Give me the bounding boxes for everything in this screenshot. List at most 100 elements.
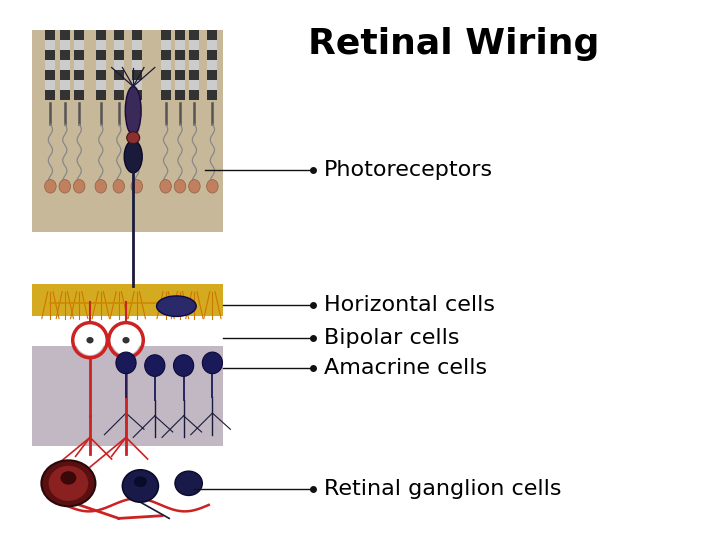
Bar xyxy=(74,90,84,100)
Bar xyxy=(60,50,70,60)
Ellipse shape xyxy=(207,179,218,193)
Text: Photoreceptors: Photoreceptors xyxy=(324,160,493,180)
Ellipse shape xyxy=(125,86,141,135)
Bar xyxy=(161,90,171,100)
Bar xyxy=(132,70,142,80)
Bar xyxy=(45,70,55,80)
Ellipse shape xyxy=(45,179,56,193)
Bar xyxy=(189,50,199,60)
Bar xyxy=(32,346,223,446)
Bar xyxy=(114,60,124,70)
Bar xyxy=(175,90,185,100)
Bar xyxy=(96,30,106,40)
Ellipse shape xyxy=(49,465,89,501)
Bar xyxy=(96,70,106,80)
Bar xyxy=(60,40,70,50)
Bar xyxy=(207,30,217,40)
Bar xyxy=(132,60,142,70)
Bar xyxy=(175,30,185,40)
Bar xyxy=(96,60,106,70)
Bar xyxy=(45,80,55,90)
Bar xyxy=(74,40,84,50)
Bar xyxy=(161,40,171,50)
Ellipse shape xyxy=(157,296,197,316)
Bar xyxy=(175,80,185,90)
Bar xyxy=(189,60,199,70)
Bar xyxy=(45,60,55,70)
Ellipse shape xyxy=(59,179,71,193)
Bar xyxy=(189,90,199,100)
Ellipse shape xyxy=(174,355,194,376)
Bar xyxy=(60,70,70,80)
Bar xyxy=(60,30,70,40)
Ellipse shape xyxy=(134,476,147,487)
Bar xyxy=(207,70,217,80)
Bar xyxy=(74,60,84,70)
Ellipse shape xyxy=(124,140,142,173)
Ellipse shape xyxy=(174,179,186,193)
Ellipse shape xyxy=(202,352,222,374)
Bar xyxy=(189,70,199,80)
Bar xyxy=(60,80,70,90)
Bar xyxy=(74,80,84,90)
Bar xyxy=(114,90,124,100)
Bar xyxy=(32,30,223,232)
Ellipse shape xyxy=(122,470,158,502)
Ellipse shape xyxy=(160,179,171,193)
Text: Amacrine cells: Amacrine cells xyxy=(324,358,487,379)
Bar xyxy=(189,40,199,50)
Text: Retinal ganglion cells: Retinal ganglion cells xyxy=(324,478,562,499)
Bar xyxy=(161,30,171,40)
Bar xyxy=(207,90,217,100)
Bar xyxy=(45,40,55,50)
Bar xyxy=(132,50,142,60)
Bar xyxy=(175,50,185,60)
Bar xyxy=(207,40,217,50)
Bar xyxy=(114,30,124,40)
Bar xyxy=(60,60,70,70)
Text: Horizontal cells: Horizontal cells xyxy=(324,295,495,315)
Ellipse shape xyxy=(113,179,125,193)
Bar xyxy=(189,80,199,90)
Bar xyxy=(45,50,55,60)
Bar xyxy=(175,60,185,70)
Bar xyxy=(189,30,199,40)
Bar xyxy=(114,50,124,60)
Ellipse shape xyxy=(86,337,94,343)
Bar xyxy=(96,90,106,100)
Ellipse shape xyxy=(60,471,76,485)
Ellipse shape xyxy=(112,325,140,355)
Bar xyxy=(207,80,217,90)
Bar xyxy=(207,60,217,70)
Bar xyxy=(45,30,55,40)
Ellipse shape xyxy=(76,325,104,355)
Bar xyxy=(114,70,124,80)
Bar xyxy=(32,284,223,316)
Ellipse shape xyxy=(189,179,200,193)
Bar xyxy=(132,90,142,100)
Bar xyxy=(161,60,171,70)
Bar xyxy=(74,70,84,80)
Ellipse shape xyxy=(145,355,165,376)
Ellipse shape xyxy=(122,337,130,343)
Bar xyxy=(132,80,142,90)
Bar xyxy=(96,80,106,90)
Bar xyxy=(114,80,124,90)
Bar xyxy=(60,90,70,100)
Bar xyxy=(45,90,55,100)
Text: Bipolar cells: Bipolar cells xyxy=(324,327,459,348)
Bar xyxy=(96,40,106,50)
Ellipse shape xyxy=(42,460,95,507)
Bar xyxy=(132,30,142,40)
Ellipse shape xyxy=(95,179,107,193)
Bar xyxy=(161,80,171,90)
Ellipse shape xyxy=(131,179,143,193)
Ellipse shape xyxy=(175,471,202,496)
Bar xyxy=(74,50,84,60)
Bar xyxy=(207,50,217,60)
Bar xyxy=(132,40,142,50)
Bar xyxy=(175,70,185,80)
Bar xyxy=(161,70,171,80)
Bar xyxy=(114,40,124,50)
Bar xyxy=(161,50,171,60)
